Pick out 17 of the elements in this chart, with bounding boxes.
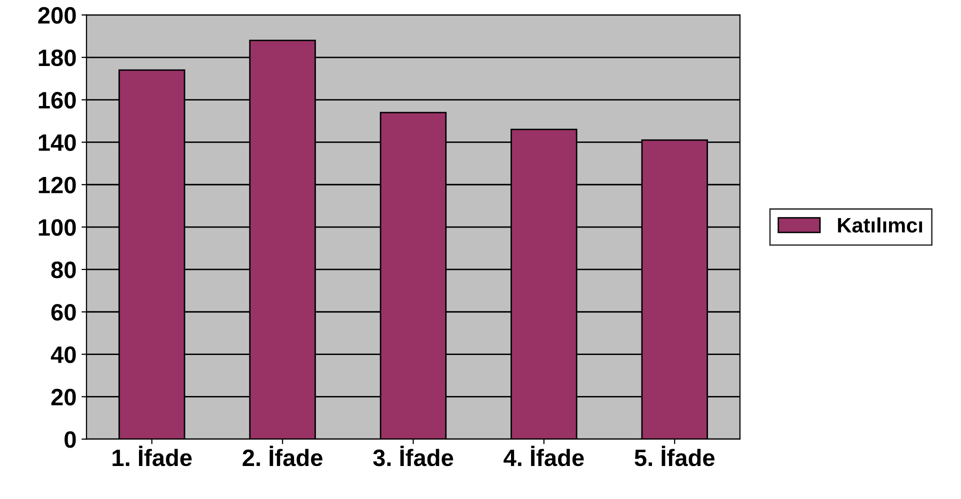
x-tick-label: 5. İfade [634, 446, 714, 466]
y-tick-label: 140 [38, 134, 76, 152]
y-tick-label: 160 [38, 92, 76, 109]
x-tick-label: 4. İfade [504, 446, 584, 466]
x-tick-label: 3. İfade [373, 446, 454, 466]
y-tick-label: 120 [38, 176, 76, 194]
y-tick-label: 0 [64, 431, 76, 448]
y-tick-label: 80 [51, 262, 76, 278]
legend-label: Katılımcı [838, 217, 922, 233]
y-tick-label: 40 [50, 346, 76, 364]
y-tick-label: 100 [38, 219, 76, 236]
y-tick-label: 200 [38, 7, 76, 24]
y-tick-label: 180 [38, 49, 76, 66]
y-tick-label: 60 [51, 304, 76, 321]
y-tick-label: 20 [51, 388, 76, 406]
x-tick-label: 1. İfade [112, 446, 192, 466]
x-tick-label: 2. İfade [242, 446, 322, 466]
